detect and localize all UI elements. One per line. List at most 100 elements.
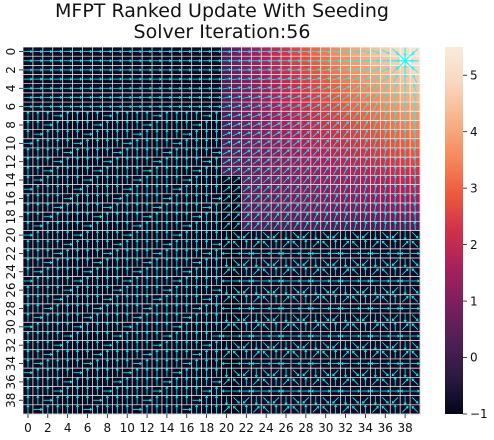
policy-arrowhead: [365, 102, 369, 106]
policy-arrowhead: [125, 340, 129, 344]
policy-arrowhead: [185, 386, 189, 389]
policy-arrowhead: [76, 193, 80, 197]
policy-arrowhead: [292, 268, 296, 272]
policy-arrowhead: [296, 235, 300, 239]
policy-arrowhead: [298, 361, 301, 366]
policy-arrow: [382, 397, 389, 404]
policy-arrowhead: [247, 131, 251, 135]
policy-arrowhead: [278, 306, 281, 311]
policy-arrow: [302, 122, 310, 128]
policy-arrowhead: [276, 185, 280, 189]
policy-arrowhead: [286, 203, 289, 207]
policy-arrowhead: [237, 140, 241, 144]
policy-arrowhead: [66, 386, 70, 389]
policy-arrowhead: [105, 230, 109, 233]
policy-arrow: [262, 314, 270, 321]
policy-arrowhead: [266, 222, 270, 225]
policy-arrowhead: [266, 263, 270, 267]
policy-arrowhead: [374, 175, 378, 179]
policy-arrowhead: [218, 50, 222, 54]
policy-arrow: [341, 50, 350, 53]
policy-arrowhead: [254, 319, 258, 323]
policy-arrowhead: [89, 178, 93, 182]
policy-arrowhead: [367, 334, 371, 338]
policy-arrowhead: [266, 373, 270, 377]
policy-arrowhead: [125, 129, 129, 133]
policy-arrowhead: [109, 50, 113, 54]
policy-arrowhead: [268, 77, 271, 81]
policy-arrowhead: [384, 175, 388, 179]
policy-arrowhead: [26, 312, 30, 316]
policy-arrowhead: [95, 386, 100, 389]
policy-arrowhead: [307, 59, 311, 63]
policy-arrowhead: [403, 374, 407, 378]
policy-arrowhead: [292, 240, 296, 244]
policy-arrowhead: [169, 95, 172, 100]
policy-arrowhead: [327, 279, 331, 283]
policy-arrowhead: [178, 50, 182, 54]
policy-arrowhead: [40, 407, 43, 411]
policy-arrowhead: [415, 318, 419, 322]
policy-arrowhead: [165, 230, 169, 233]
policy-arrowhead: [413, 184, 417, 188]
policy-arrowhead: [214, 266, 219, 270]
policy-arrowhead: [335, 184, 339, 188]
policy-arrowhead: [397, 389, 401, 393]
policy-arrow: [253, 296, 260, 303]
policy-arrow: [332, 341, 339, 349]
policy-arrowhead: [397, 361, 401, 366]
policy-arrow: [361, 50, 370, 53]
policy-arrowhead: [345, 166, 349, 170]
policy-arrow: [223, 204, 230, 211]
policy-arrowhead: [316, 405, 320, 409]
policy-arrowhead: [366, 94, 369, 97]
policy-arrowhead: [159, 389, 162, 393]
policy-arrowhead: [105, 312, 109, 316]
policy-arrowhead: [244, 294, 248, 298]
policy-arrowhead: [297, 131, 300, 134]
policy-arrowhead: [30, 59, 33, 63]
policy-arrowhead: [374, 129, 378, 133]
policy-arrowhead: [251, 334, 255, 338]
policy-arrow: [352, 112, 359, 120]
policy-arrowhead: [26, 358, 30, 362]
policy-arrow: [273, 213, 279, 221]
policy-arrowhead: [391, 373, 395, 377]
policy-arrow: [232, 168, 241, 174]
policy-arrowhead: [412, 92, 416, 96]
policy-arrowhead: [85, 349, 90, 353]
policy-arrow: [322, 406, 329, 413]
policy-arrowhead: [36, 248, 40, 252]
policy-arrowhead: [296, 263, 300, 267]
policy-arrow: [331, 50, 340, 53]
policy-arrowhead: [335, 166, 339, 170]
policy-arrowhead: [69, 86, 73, 90]
policy-arrowhead: [26, 193, 30, 197]
policy-arrow: [222, 123, 231, 127]
policy-arrowhead: [354, 202, 358, 206]
policy-arrow: [303, 212, 309, 221]
policy-arrowhead: [115, 129, 119, 133]
policy-arrowhead: [135, 294, 139, 298]
policy-arrowhead: [59, 251, 63, 256]
policy-arrowhead: [267, 113, 271, 117]
policy-arrow: [391, 259, 399, 266]
policy-arrow: [292, 378, 300, 386]
policy-arrowhead: [135, 331, 139, 334]
policy-arrowhead: [159, 59, 162, 63]
policy-arrowhead: [188, 316, 192, 320]
policy-arrowhead: [46, 221, 50, 224]
policy-arrowhead: [99, 261, 103, 265]
policy-arrow: [233, 222, 240, 230]
policy-arrowhead: [155, 303, 159, 307]
policy-arrowhead: [135, 367, 139, 371]
policy-arrow: [332, 130, 339, 138]
policy-arrowhead: [169, 59, 172, 63]
policy-arrowhead: [345, 130, 349, 134]
policy-arrowhead: [325, 203, 329, 207]
policy-arrowhead: [135, 156, 139, 160]
policy-arrowhead: [272, 400, 276, 404]
policy-arrow: [232, 96, 241, 99]
policy-arrow: [411, 231, 419, 239]
policy-arrowhead: [26, 147, 30, 151]
